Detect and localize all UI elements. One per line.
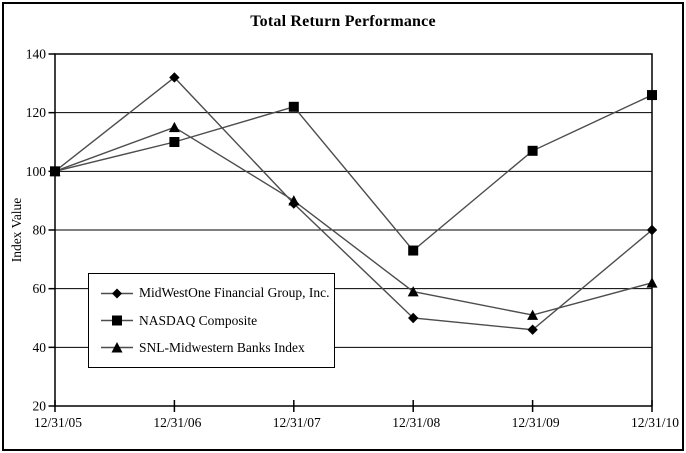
legend-label-midwestone: MidWestOne Financial Group, Inc. xyxy=(139,285,330,301)
triangle-marker-icon xyxy=(527,309,539,320)
x-tick-label: 12/31/09 xyxy=(512,415,560,430)
square-marker-icon xyxy=(647,90,657,101)
legend-label-snl: SNL-Midwestern Banks Index xyxy=(139,339,305,355)
x-tick-label: 12/31/06 xyxy=(153,415,201,430)
series-line xyxy=(54,126,653,316)
y-tick-label: 100 xyxy=(26,164,47,179)
diamond-marker-icon xyxy=(101,288,133,299)
square-marker-icon xyxy=(101,315,133,326)
y-tick-label: 20 xyxy=(33,399,47,414)
legend-label-nasdaq: NASDAQ Composite xyxy=(139,312,258,328)
triangle-marker-icon xyxy=(646,277,658,288)
y-tick-label: 60 xyxy=(33,281,47,296)
diamond-marker-icon xyxy=(646,224,658,236)
triangle-marker-icon xyxy=(101,342,133,353)
triangle-marker-icon xyxy=(288,195,300,206)
chart-title: Total Return Performance xyxy=(250,13,436,30)
diamond-marker-icon xyxy=(527,324,538,335)
y-tick-label: 40 xyxy=(33,340,47,355)
x-tick-label: 12/31/07 xyxy=(273,415,321,430)
diamond-marker-icon xyxy=(169,72,180,83)
legend-item-nasdaq: NASDAQ Composite xyxy=(100,313,334,329)
square-marker-icon xyxy=(527,145,538,156)
triangle-marker-icon xyxy=(49,165,61,177)
triangle-marker-icon xyxy=(168,121,180,133)
y-tick-label: 140 xyxy=(26,47,47,62)
legend-item-midwestone: MidWestOne Financial Group, Inc. xyxy=(100,285,334,301)
series-line xyxy=(54,94,653,252)
square-marker-icon xyxy=(288,101,299,112)
legend-item-snl: SNL-Midwestern Banks Index xyxy=(100,340,334,356)
x-tick-label: 12/31/05 xyxy=(34,415,82,430)
square-marker-icon xyxy=(169,137,180,147)
diamond-marker-icon xyxy=(408,312,419,324)
square-marker-icon xyxy=(408,245,419,256)
y-tick-label: 80 xyxy=(33,223,47,238)
series-line xyxy=(54,76,653,331)
y-tick-label: 120 xyxy=(26,105,47,120)
triangle-marker-icon xyxy=(407,286,419,297)
legend: MidWestOne Financial Group, Inc. NASDAQ … xyxy=(88,273,335,368)
x-tick-label: 12/31/08 xyxy=(392,415,440,430)
x-tick-label: 12/31/10 xyxy=(631,415,679,430)
